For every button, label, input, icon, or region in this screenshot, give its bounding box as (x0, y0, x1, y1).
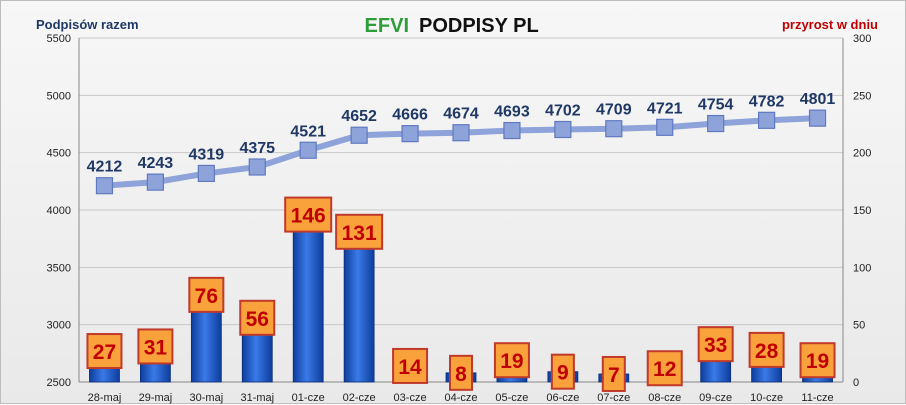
chart-title-main: PODPISY PL (419, 15, 539, 37)
bar-value-label-box (601, 355, 626, 392)
x-tick-label: 03-cze (394, 392, 427, 404)
x-tick-label: 02-cze (343, 392, 376, 404)
line-point (197, 164, 215, 183)
bar-value-label: 28 (755, 340, 779, 363)
bar-value-label: 27 (93, 341, 116, 364)
left-tick-label: 3000 (47, 320, 71, 332)
x-tick-label: 07-cze (597, 392, 630, 404)
x-tick-label: 08-cze (648, 392, 681, 404)
bar-value-label: 12 (653, 358, 676, 381)
bar-value-label: 7 (608, 364, 620, 387)
bar-value-label-box (550, 353, 575, 390)
bar-value-label-box (335, 213, 384, 250)
x-tick-label: 05-cze (495, 392, 528, 404)
bar-value-label-box (392, 347, 429, 384)
left-tick-label: 5000 (47, 90, 71, 102)
line-point (503, 121, 521, 140)
x-tick-label: 31-maj (240, 392, 274, 404)
line-point (452, 124, 470, 142)
right-tick-label: 0 (853, 377, 859, 389)
line-point (146, 173, 164, 191)
bar-value-label-box (284, 196, 333, 233)
bar-value-label-box (449, 354, 473, 391)
left-tick-label: 4000 (47, 205, 71, 217)
line-value-label: 4709 (596, 102, 632, 119)
bar-value-label-box (748, 331, 785, 368)
bar-value-label-box (493, 342, 530, 379)
bar-value-label: 19 (500, 350, 523, 373)
bar-value-label: 19 (806, 350, 829, 373)
bar-value-label: 8 (455, 363, 467, 386)
line-point (757, 111, 776, 129)
x-tick-label: 11-cze (801, 392, 833, 404)
left-axis-title: Podpisów razem (36, 17, 139, 32)
line-value-label: 4243 (138, 155, 174, 172)
bar-value-label-box (799, 342, 836, 379)
line-value-label: 4782 (749, 93, 785, 110)
line-value-label: 4721 (647, 100, 683, 117)
right-tick-label: 100 (853, 262, 871, 274)
line-point (248, 158, 266, 176)
right-tick-label: 50 (853, 320, 865, 332)
x-tick-label: 28-maj (88, 392, 122, 404)
left-tick-label: 2500 (47, 377, 71, 389)
line-point (554, 120, 572, 139)
line-value-label: 4319 (189, 146, 225, 163)
bar-value-label: 14 (398, 356, 422, 379)
x-tick-label: 10-cze (750, 392, 783, 404)
line-point (707, 114, 725, 133)
bar (343, 231, 375, 383)
bar-value-label-box (86, 333, 123, 370)
x-tick-label: 29-maj (139, 392, 173, 404)
chart-title-efvi: EFVI (365, 15, 409, 37)
x-tick-label: 01-cze (292, 392, 325, 404)
line-point (299, 141, 317, 159)
bar-value-label: 131 (342, 222, 377, 245)
line-value-label: 4212 (87, 159, 123, 176)
bar-value-label: 76 (195, 285, 218, 308)
line-value-label: 4702 (545, 103, 581, 120)
right-tick-label: 200 (853, 148, 871, 160)
line-value-label: 4666 (392, 107, 428, 124)
bar-value-label: 146 (291, 205, 326, 228)
line-value-label: 4521 (290, 123, 326, 140)
left-tick-label: 5500 (47, 33, 71, 45)
line-value-label: 4375 (239, 140, 275, 157)
bar-value-label: 33 (704, 334, 727, 357)
bar-value-label-box (646, 350, 683, 387)
right-tick-label: 150 (853, 205, 871, 217)
line-value-label: 4693 (494, 104, 530, 121)
bar-value-label: 56 (246, 308, 269, 331)
line-point (656, 118, 674, 136)
line-value-label: 4652 (341, 108, 377, 125)
x-tick-label: 06-cze (546, 392, 579, 404)
bar-value-label: 9 (557, 362, 569, 385)
line-point (350, 126, 368, 144)
x-tick-label: 30-maj (190, 392, 224, 404)
bar-value-label: 31 (144, 336, 168, 359)
line-value-label: 4754 (698, 97, 734, 114)
x-tick-label: 04-cze (444, 392, 477, 404)
bar-value-label-box (239, 299, 276, 336)
line-point (95, 177, 114, 195)
bar-value-label-box (697, 326, 734, 363)
right-tick-label: 300 (853, 33, 871, 45)
bar-value-label-box (137, 328, 174, 365)
line-point (605, 120, 623, 138)
line-value-label: 4674 (443, 106, 479, 123)
line-value-label: 4801 (800, 91, 836, 108)
line-point (808, 109, 827, 127)
plot-area: 2500 3000 3500 4000 4500 5000 5500 0 50 100 150 200… (47, 33, 872, 404)
bar-value-label-box (188, 276, 225, 313)
right-tick-label: 250 (853, 90, 871, 102)
left-tick-label: 3500 (47, 262, 71, 274)
bar (292, 214, 324, 383)
left-tick-label: 4500 (47, 148, 71, 160)
x-tick-label: 09-cze (699, 392, 732, 404)
right-axis-title: przyrost w dniu (782, 17, 878, 32)
line-point (401, 125, 419, 143)
